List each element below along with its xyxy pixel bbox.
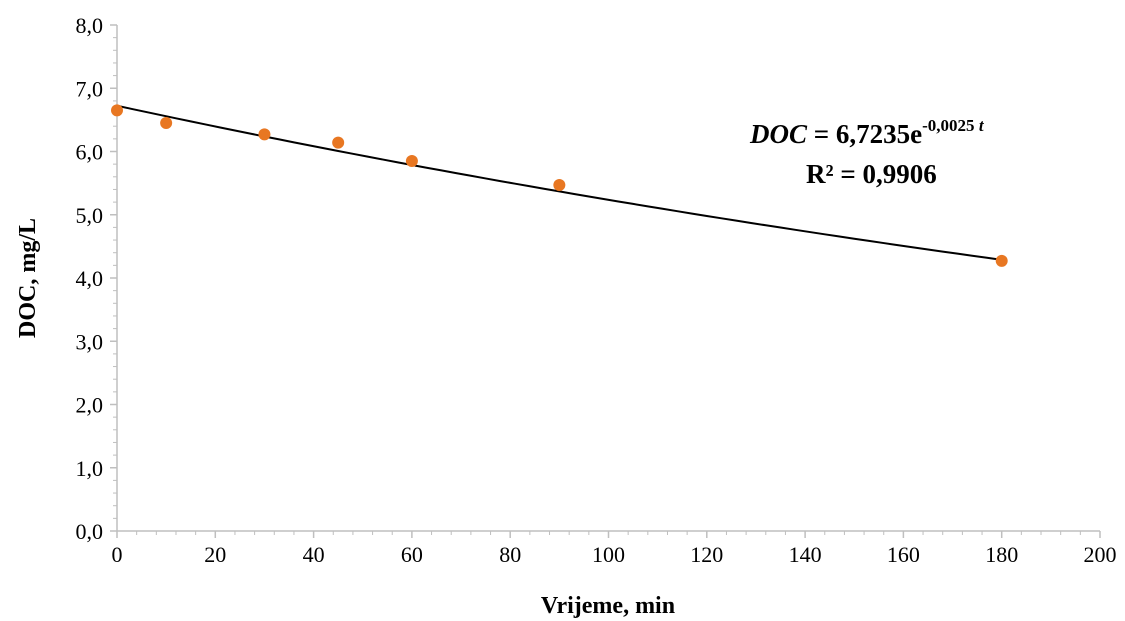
x-tick-label: 200 — [1084, 542, 1117, 567]
equation-equals: = — [807, 119, 836, 149]
data-point — [258, 128, 271, 141]
x-tick-label: 120 — [690, 542, 723, 567]
x-tick-label: 60 — [401, 542, 423, 567]
data-point — [111, 104, 123, 117]
x-tick-label: 40 — [303, 542, 325, 567]
equation-exponent: -0,0025 — [922, 116, 979, 135]
y-tick-labels: 0,0 1,0 2,0 3,0 4,0 5,0 6,0 7,0 8,0 — [76, 13, 104, 544]
data-point — [995, 254, 1008, 267]
y-tick-label: 2,0 — [76, 393, 104, 418]
y-axis-title: DOC, mg/L — [15, 218, 41, 338]
x-tick-label: 0 — [112, 542, 123, 567]
x-tick-label: 100 — [592, 542, 625, 567]
y-tick-label: 6,0 — [76, 140, 104, 165]
y-tick-label: 0,0 — [76, 519, 104, 544]
equation-lhs: DOC — [749, 119, 808, 149]
x-axis-title: Vrijeme, min — [541, 593, 675, 619]
major-ticks — [110, 24, 1101, 538]
x-tick-labels: 0 20 40 60 80 100 120 140 160 180 200 — [112, 542, 1117, 567]
data-points — [111, 104, 1008, 267]
x-tick-label: 180 — [985, 542, 1018, 567]
x-tick-label: 80 — [499, 542, 521, 567]
y-tick-label: 4,0 — [76, 266, 104, 291]
x-tick-label: 140 — [789, 542, 822, 567]
x-tick-label: 160 — [887, 542, 920, 567]
y-tick-label: 3,0 — [76, 329, 104, 354]
axes: 0 20 40 60 80 100 120 140 160 180 200 0,0 1,0 2,0 3,0… — [76, 13, 1117, 567]
trendline-equation: DOC = 6,7235e-0,0025 t — [749, 116, 985, 149]
data-point — [405, 154, 418, 167]
minor-ticks — [113, 37, 1081, 535]
x-tick-label: 20 — [204, 542, 226, 567]
r-squared-label: R² = 0,9906 — [806, 159, 937, 189]
data-point — [160, 117, 173, 130]
y-tick-label: 7,0 — [76, 76, 104, 101]
data-point — [553, 179, 566, 192]
y-tick-label: 5,0 — [76, 203, 104, 228]
equation-exponent-variable: t — [979, 116, 985, 135]
equation-coefficient: 6,7235e — [836, 119, 922, 149]
data-point — [332, 136, 345, 149]
y-tick-label: 1,0 — [76, 456, 104, 481]
y-tick-label: 8,0 — [76, 13, 104, 38]
